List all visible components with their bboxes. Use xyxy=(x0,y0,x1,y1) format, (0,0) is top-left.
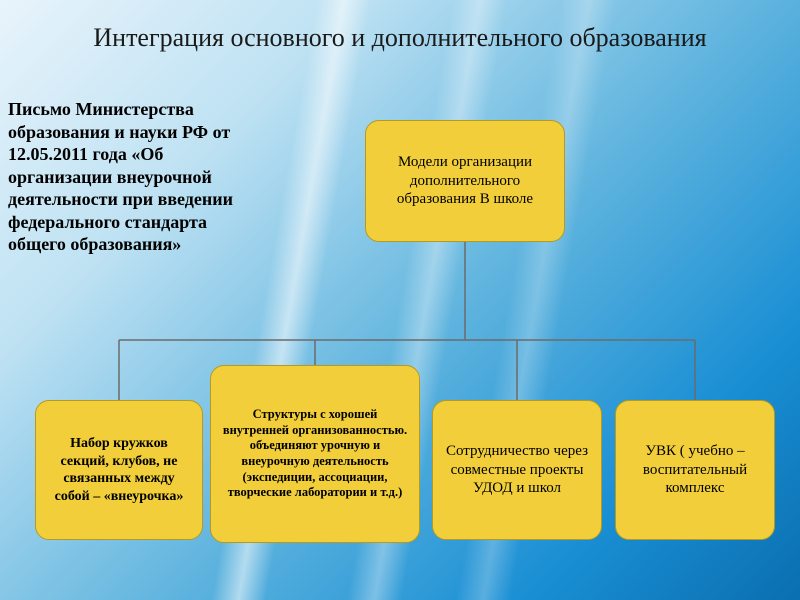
slide: Интеграция основного и дополнительного о… xyxy=(0,0,800,600)
slide-title: Интеграция основного и дополнительного о… xyxy=(0,22,800,53)
slide-subtitle: Письмо Министерства образования и науки … xyxy=(8,98,258,256)
tree-child-node: Сотрудничество через совместные проекты … xyxy=(432,400,602,540)
tree-root-node: Модели организации дополнительного образ… xyxy=(365,120,565,242)
tree-child-node: Структуры с хорошей внутренней организов… xyxy=(210,365,420,543)
tree-child-node: УВК ( учебно – воспитательный комплекс xyxy=(615,400,775,540)
tree-child-node: Набор кружков секций, клубов, не связанн… xyxy=(35,400,203,540)
